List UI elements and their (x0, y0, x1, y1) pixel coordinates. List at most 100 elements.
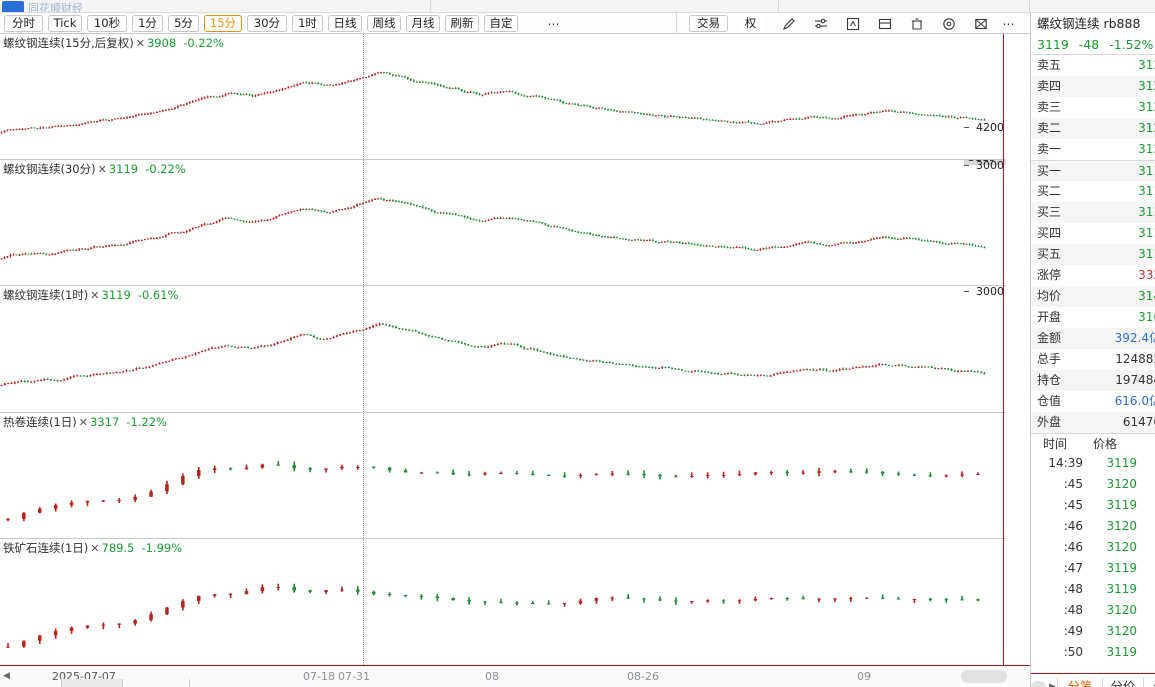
window-title-bar: 同花顺财经 (0, 0, 1155, 13)
layout-icon[interactable] (876, 16, 893, 32)
order-book-row[interactable]: 卖四 312 (1031, 76, 1155, 97)
chart-panel-name: 铁矿石连续(1日) (3, 541, 89, 555)
chart-panel-name: 螺纹钢连续(15分,后复权) (3, 36, 134, 50)
order-book-row[interactable]: 买三 311 (1031, 202, 1155, 223)
period-button-10[interactable]: 周线 (367, 15, 401, 32)
chart-panel-change: -0.61% (137, 288, 179, 302)
chart-panel-close-icon[interactable]: ✕ (90, 542, 100, 555)
chart-panel-close-icon[interactable]: ✕ (135, 37, 145, 50)
period-button-6[interactable]: 15分 (204, 15, 242, 32)
order-book-label: 买五 (1037, 247, 1062, 261)
period-button-2[interactable]: Tick (48, 15, 82, 32)
stat-label: 外盘 (1037, 415, 1062, 429)
order-book-row[interactable]: 卖三 312 (1031, 97, 1155, 118)
period-button-5[interactable]: 5分 (168, 15, 199, 32)
trade-button[interactable]: 交易 (689, 15, 728, 32)
chart-panel-5[interactable]: 铁矿石连续(1日)✕789.5-1.99%850.0789.5770.0 (0, 539, 1006, 665)
stat-row[interactable]: 涨停 332 (1031, 265, 1155, 286)
chart-panel-name: 螺纹钢连续(1时) (3, 288, 89, 302)
stat-row[interactable]: 仓值 616.0亿 (1031, 391, 1155, 412)
tick-price: 3119 (1106, 561, 1137, 575)
tick-header-time: 时间 (1043, 437, 1068, 451)
stat-row[interactable]: 持仓 197484 (1031, 370, 1155, 391)
sidebar-tab-2[interactable]: 分价 (1102, 678, 1143, 687)
chart-panel-price: 3119 (108, 162, 139, 176)
tick-row: :48 3119 (1031, 579, 1155, 600)
chart-panel-4[interactable]: 热卷连续(1日)✕3317-1.22%340033173100 (0, 413, 1006, 539)
quote-sidebar[interactable]: 螺纹钢连续 rb888 3119 -48 -1.52% 卖五312卖四312卖三… (1030, 13, 1155, 687)
chart-panel-close-icon[interactable]: ✕ (78, 416, 89, 429)
order-book-row[interactable]: 买五 311 (1031, 244, 1155, 265)
stat-row[interactable]: 开盘 316 (1031, 307, 1155, 328)
scroll-right-arrow[interactable]: ▶ (1049, 682, 1056, 687)
stat-value: 314 (1138, 289, 1155, 303)
rights-button[interactable]: 权 (738, 15, 763, 32)
period-button-7[interactable]: 30分 (247, 15, 287, 32)
order-book-row[interactable]: 卖二 312 (1031, 118, 1155, 139)
settings-sliders-icon[interactable] (812, 16, 829, 32)
stat-value: 616.0亿 (1114, 394, 1155, 408)
sidebar-tab-3[interactable]: 信息 (1143, 678, 1155, 687)
chart-panel-3[interactable]: 螺纹钢连续(1时)✕3119-0.61%330031193000 (0, 286, 1006, 413)
tick-row: 14:39 3119 (1031, 453, 1155, 474)
order-book-label: 卖三 (1037, 100, 1062, 114)
target-icon[interactable] (940, 16, 957, 32)
trash-icon[interactable] (908, 16, 925, 32)
order-book-row[interactable]: 买二 311 (1031, 181, 1155, 202)
order-book-value: 312 (1138, 142, 1155, 156)
period-button-9[interactable]: 日线 (328, 15, 362, 32)
chart-stack[interactable]: 螺纹钢连续(15分,后复权)✕3908-0.22%420039085分11秒螺纹… (0, 34, 1006, 665)
chart-panel-change: -1.99% (141, 541, 183, 555)
chart-panel-price: 3119 (101, 288, 131, 302)
quote-change: -48 (1078, 37, 1100, 52)
chart-panel-name: 热卷连续(1日) (3, 415, 77, 429)
order-book-value: 311 (1138, 184, 1155, 198)
period-button-11[interactable]: 月线 (406, 15, 440, 32)
crossbox-icon[interactable] (972, 16, 989, 32)
chart-panel-price: 3317 (90, 415, 120, 429)
order-book-row[interactable]: 买一 311 (1031, 160, 1155, 181)
order-book-label: 卖四 (1037, 79, 1062, 93)
crosshair-vertical-line (1003, 34, 1004, 665)
period-button-13[interactable]: 自定 (484, 15, 518, 32)
order-book-row[interactable]: 卖五 312 (1031, 55, 1155, 76)
period-button-1[interactable]: 分时 (4, 15, 43, 32)
tick-price: 3120 (1106, 603, 1137, 617)
stat-row[interactable]: 外盘 61476 (1031, 412, 1155, 433)
stat-label: 金额 (1037, 331, 1062, 345)
scroll-left-arrow[interactable]: ◀ (3, 671, 10, 681)
date-axis-tick: 09 (857, 670, 871, 683)
sidebar-toggle-handle[interactable] (1031, 681, 1046, 687)
price-axis-label: 3000 (964, 160, 1004, 172)
order-book-value: 312 (1138, 100, 1155, 114)
stat-row[interactable]: 均价 314 (1031, 286, 1155, 307)
order-book-row[interactable]: 卖一 312 (1031, 139, 1155, 160)
tick-row: :48 3120 (1031, 600, 1155, 621)
stat-row[interactable]: 总手 124885 (1031, 349, 1155, 370)
period-button-8[interactable]: 1时 (292, 15, 323, 32)
order-book-row[interactable]: 买四 311 (1031, 223, 1155, 244)
date-axis-tick: 08 (485, 670, 499, 683)
period-button-3[interactable]: 10秒 (87, 15, 127, 32)
sidebar-tab-1[interactable]: 分笔 (1057, 678, 1102, 687)
period-button-12[interactable]: 刷新 (445, 15, 479, 32)
order-book-label: 卖一 (1037, 142, 1062, 156)
chart-panel-price: 789.5 (101, 541, 135, 555)
reference-dotted-line (363, 539, 364, 665)
pencil-icon[interactable] (780, 16, 797, 32)
window-title-text: 同花顺财经 (28, 2, 83, 13)
period-button-4[interactable]: 1分 (132, 15, 163, 32)
chart-panel-2[interactable]: 螺纹钢连续(30分)✕3119-0.22%330031193000 (0, 160, 1006, 286)
quote-change-pct: -1.52% (1109, 37, 1154, 52)
toolbar-more-icon[interactable]: ⋯ (547, 17, 560, 31)
order-book-value: 312 (1138, 121, 1155, 135)
stamp-icon[interactable] (844, 16, 861, 32)
toolbar-overflow-icon[interactable]: ⋯ (1002, 17, 1015, 31)
stat-row[interactable]: 金额 392.4亿 (1031, 328, 1155, 349)
chart-panel-close-icon[interactable]: ✕ (90, 289, 100, 302)
stat-label: 仓值 (1037, 394, 1062, 408)
chart-horizontal-scrollbar[interactable] (961, 670, 1007, 683)
chart-panel-close-icon[interactable]: ✕ (97, 163, 107, 176)
chart-panel-1[interactable]: 螺纹钢连续(15分,后复权)✕3908-0.22%420039085分11秒 (0, 34, 1006, 160)
